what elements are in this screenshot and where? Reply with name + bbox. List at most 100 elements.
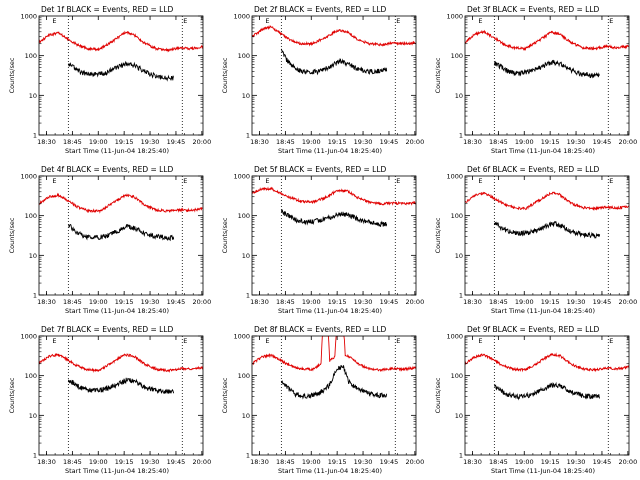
x-tick-label: 20:00 — [618, 458, 637, 466]
lld-series-line — [252, 336, 416, 372]
lld-series-line — [465, 352, 629, 373]
lld-series-line — [465, 191, 629, 211]
x-axis-label: Start Time (11-Jun-04 18:25:40) — [491, 147, 595, 155]
x-tick-label: 19:30 — [141, 458, 160, 466]
x-axis-label: Start Time (11-Jun-04 18:25:40) — [491, 467, 595, 475]
eclipse-marker: E — [52, 17, 56, 25]
y-axis-label: Counts/sec — [434, 217, 442, 253]
eclipse-marker: E — [478, 17, 482, 25]
y-tick-label: 100 — [451, 372, 463, 380]
y-tick-label: 100 — [238, 372, 250, 380]
x-tick-label: 18:30 — [463, 138, 482, 146]
lld-series-line — [39, 192, 203, 214]
y-axis-label: Counts/sec — [8, 57, 16, 93]
x-axis-label: Start Time (11-Jun-04 18:25:40) — [491, 307, 595, 315]
detector-chart-7: Det 7f BLACK = Events, RED = LLD E E 1 10 100… — [8, 325, 211, 475]
x-tick-label: 20:00 — [618, 298, 637, 306]
y-tick-label: 1000 — [20, 13, 37, 21]
panel-title: Det 6f BLACK = Events, RED = LLD — [467, 165, 600, 174]
detector-panel-7: Det 7f BLACK = Events, RED = LLD E E 1 10 100… — [0, 320, 213, 480]
x-tick-label: 19:30 — [354, 298, 373, 306]
x-tick-label: 18:45 — [276, 298, 295, 306]
events-series-line — [493, 381, 601, 401]
eclipse-marker: E — [396, 17, 400, 25]
lld-series-line — [465, 29, 629, 51]
eclipse-marker: E — [52, 337, 56, 345]
eclipse-marker: E — [52, 177, 56, 185]
x-tick-label: 18:45 — [489, 138, 508, 146]
y-tick-label: 10 — [242, 252, 250, 260]
y-tick-label: 1000 — [446, 173, 463, 181]
lld-series-line — [39, 30, 203, 53]
panel-title: Det 4f BLACK = Events, RED = LLD — [41, 165, 174, 174]
y-axis-label: Counts/sec — [8, 217, 16, 253]
lld-series-line — [39, 353, 203, 373]
x-tick-label: 20:00 — [192, 298, 211, 306]
x-tick-label: 19:15 — [541, 138, 560, 146]
x-axis-label: Start Time (11-Jun-04 18:25:40) — [278, 147, 382, 155]
y-axis-label: Counts/sec — [221, 377, 229, 413]
x-tick-label: 19:00 — [302, 138, 321, 146]
x-tick-label: 19:30 — [567, 458, 586, 466]
eclipse-marker: E — [265, 177, 269, 185]
plot-frame — [38, 175, 204, 296]
x-tick-label: 19:30 — [141, 138, 160, 146]
x-tick-label: 18:30 — [37, 458, 56, 466]
detector-chart-9: Det 9f BLACK = Events, RED = LLD E E 1 10 100… — [434, 325, 637, 475]
x-tick-label: 19:00 — [89, 298, 108, 306]
y-tick-label: 100 — [25, 212, 37, 220]
detector-panel-9: Det 9f BLACK = Events, RED = LLD E E 1 10 100… — [426, 320, 639, 480]
plot-frame — [464, 175, 630, 296]
x-tick-label: 19:15 — [328, 138, 347, 146]
y-tick-label: 1 — [246, 452, 250, 460]
x-tick-label: 19:30 — [567, 138, 586, 146]
x-tick-label: 19:00 — [302, 458, 321, 466]
y-tick-label: 1 — [459, 452, 463, 460]
panel-title: Det 5f BLACK = Events, RED = LLD — [254, 165, 387, 174]
x-tick-label: 18:45 — [63, 298, 82, 306]
y-axis-label: Counts/sec — [434, 377, 442, 413]
y-tick-label: 1000 — [446, 333, 463, 341]
x-tick-label: 18:45 — [276, 138, 295, 146]
detector-panel-6: Det 6f BLACK = Events, RED = LLD E E 1 10 100… — [426, 160, 639, 320]
y-tick-label: 100 — [451, 212, 463, 220]
y-tick-label: 1 — [246, 292, 250, 300]
panel-title: Det 8f BLACK = Events, RED = LLD — [254, 325, 387, 334]
x-tick-label: 18:30 — [250, 138, 269, 146]
plot-frame — [251, 335, 417, 456]
x-tick-label: 20:00 — [192, 458, 211, 466]
plot-frame — [464, 335, 630, 456]
y-tick-label: 10 — [242, 92, 250, 100]
x-tick-label: 19:45 — [593, 458, 612, 466]
eclipse-marker: E — [478, 177, 482, 185]
x-tick-label: 18:30 — [250, 298, 269, 306]
y-tick-label: 100 — [25, 372, 37, 380]
detector-panel-1: Det 1f BLACK = Events, RED = LLD E E 1 10 100… — [0, 0, 213, 160]
x-tick-label: 19:00 — [89, 458, 108, 466]
detector-chart-8: Det 8f BLACK = Events, RED = LLD E E 1 10 100… — [221, 325, 424, 475]
x-axis-label: Start Time (11-Jun-04 18:25:40) — [278, 467, 382, 475]
x-tick-label: 19:45 — [167, 298, 186, 306]
y-tick-label: 10 — [29, 252, 37, 260]
detector-panel-3: Det 3f BLACK = Events, RED = LLD E E 1 10 100… — [426, 0, 639, 160]
panel-title: Det 3f BLACK = Events, RED = LLD — [467, 5, 600, 14]
plot-frame — [464, 15, 630, 136]
detector-chart-3: Det 3f BLACK = Events, RED = LLD E E 1 10 100… — [434, 5, 637, 155]
x-tick-label: 19:15 — [328, 298, 347, 306]
panel-title: Det 9f BLACK = Events, RED = LLD — [467, 325, 600, 334]
x-tick-label: 19:00 — [89, 138, 108, 146]
detector-chart-6: Det 6f BLACK = Events, RED = LLD E E 1 10 100… — [434, 165, 637, 315]
x-tick-label: 19:15 — [541, 298, 560, 306]
detector-chart-2: Det 2f BLACK = Events, RED = LLD E E 1 10 100… — [221, 5, 424, 155]
panel-title: Det 2f BLACK = Events, RED = LLD — [254, 5, 387, 14]
eclipse-marker: E — [478, 337, 482, 345]
x-tick-label: 20:00 — [192, 138, 211, 146]
x-tick-label: 18:30 — [37, 138, 56, 146]
eclipse-marker: E — [183, 177, 187, 185]
x-tick-label: 19:45 — [593, 138, 612, 146]
detector-chart-1: Det 1f BLACK = Events, RED = LLD E E 1 10 100… — [8, 5, 211, 155]
events-series-line — [280, 48, 388, 76]
y-axis-label: Counts/sec — [221, 57, 229, 93]
y-tick-label: 100 — [238, 212, 250, 220]
